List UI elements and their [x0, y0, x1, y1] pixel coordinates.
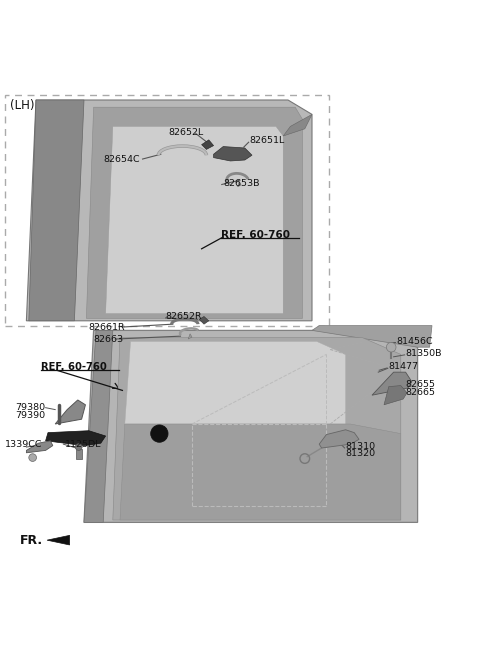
- Polygon shape: [188, 334, 192, 339]
- Text: 79380: 79380: [15, 403, 46, 412]
- Circle shape: [75, 443, 82, 451]
- Text: 82655: 82655: [406, 380, 435, 389]
- Text: REF. 60-760: REF. 60-760: [221, 230, 290, 240]
- Polygon shape: [84, 331, 418, 522]
- Text: 82652L: 82652L: [168, 128, 203, 136]
- Text: 82661R: 82661R: [89, 323, 125, 331]
- Text: 81456C: 81456C: [396, 337, 432, 346]
- Circle shape: [29, 454, 36, 461]
- Polygon shape: [214, 146, 252, 161]
- Polygon shape: [84, 331, 113, 522]
- Polygon shape: [384, 386, 407, 405]
- Polygon shape: [238, 182, 241, 187]
- Polygon shape: [113, 338, 401, 520]
- Polygon shape: [372, 372, 412, 395]
- Circle shape: [386, 342, 396, 352]
- Polygon shape: [312, 325, 432, 347]
- Text: 82652R: 82652R: [166, 312, 202, 321]
- Text: 82653B: 82653B: [223, 178, 260, 188]
- Text: (LH): (LH): [10, 98, 34, 112]
- Polygon shape: [199, 316, 209, 324]
- Polygon shape: [202, 140, 214, 150]
- Text: 82663: 82663: [94, 335, 124, 344]
- Bar: [76, 449, 82, 459]
- Circle shape: [151, 425, 168, 442]
- Text: 79390: 79390: [15, 411, 46, 420]
- Polygon shape: [29, 100, 84, 321]
- Text: 81310: 81310: [346, 441, 376, 451]
- Polygon shape: [283, 114, 312, 136]
- Text: REF. 60-760: REF. 60-760: [41, 362, 107, 373]
- Polygon shape: [319, 430, 359, 448]
- Text: FR.: FR.: [20, 534, 43, 546]
- Polygon shape: [106, 127, 283, 314]
- Text: 81320: 81320: [346, 449, 376, 459]
- Text: 81350B: 81350B: [406, 349, 442, 358]
- Polygon shape: [46, 431, 106, 445]
- Text: 1125DL: 1125DL: [65, 440, 101, 449]
- Polygon shape: [47, 535, 70, 545]
- Polygon shape: [55, 400, 85, 424]
- Text: 82651L: 82651L: [250, 136, 285, 145]
- Text: 82665: 82665: [406, 388, 435, 398]
- Polygon shape: [120, 424, 401, 520]
- Text: 82654C: 82654C: [103, 155, 140, 163]
- Polygon shape: [26, 100, 312, 321]
- Polygon shape: [125, 341, 346, 424]
- Text: 81477: 81477: [389, 362, 419, 371]
- Text: 1339CC: 1339CC: [5, 440, 42, 449]
- Polygon shape: [26, 441, 53, 453]
- Bar: [5, 95, 329, 325]
- Polygon shape: [86, 107, 302, 318]
